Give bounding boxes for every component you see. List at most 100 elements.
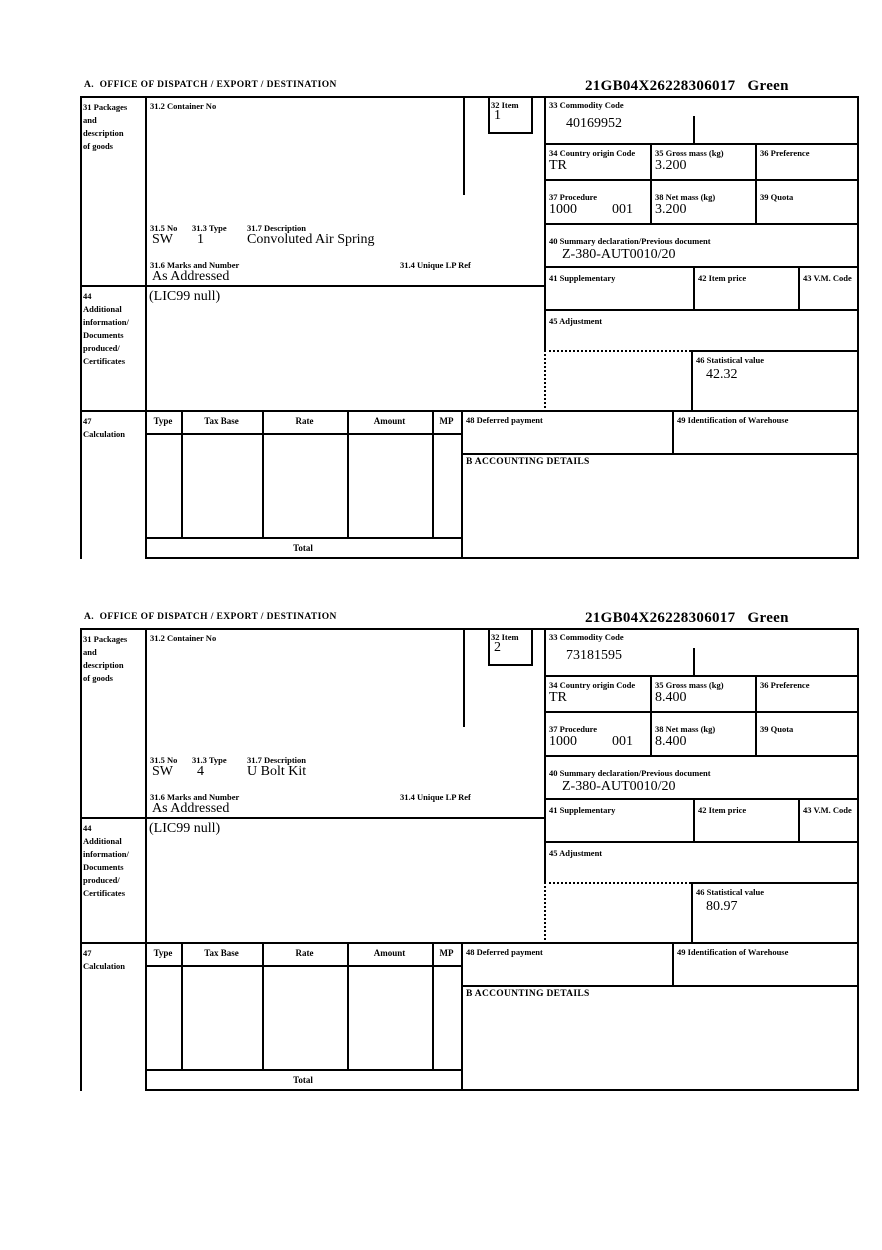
box36-preference-label: 36 Preference [760, 148, 810, 158]
box31-7-description-label: 31.7 Description [247, 223, 307, 233]
divider-line [80, 410, 859, 412]
divider-line [857, 96, 859, 559]
gross-mass-value: 8.400 [655, 690, 687, 705]
divider-line [432, 942, 434, 1070]
box37-procedure-label: 37 Procedure [549, 192, 598, 202]
calc-header-amount: Amount [373, 948, 406, 958]
package-type-value: 4 [197, 764, 204, 779]
divider-line [544, 841, 859, 843]
divider-line [544, 266, 859, 268]
divider-line [145, 537, 461, 539]
procedure-qualifier-value: 001 [612, 202, 633, 217]
divider-line [145, 433, 461, 435]
dotted-divider-line [544, 350, 691, 352]
divider-line [691, 350, 693, 412]
box46-statistical-value-label: 46 Statistical value [696, 887, 764, 897]
box41-supplementary-label: 41 Supplementary [549, 805, 616, 815]
divider-line [80, 96, 859, 98]
box32-item-label: 32 Item [491, 632, 519, 642]
country-origin-value: TR [549, 158, 567, 173]
total-label: Total [293, 543, 313, 553]
divider-line [461, 942, 463, 1090]
box45-adjustment-label: 45 Adjustment [549, 316, 603, 326]
divider-line [262, 410, 264, 538]
office-of-dispatch-title: A. OFFICE OF DISPATCH / EXPORT / DESTINA… [84, 80, 337, 90]
additional-information-value: (LIC99 null) [149, 821, 221, 836]
item-form-grid: 31 Packages and description of goods 44 … [80, 96, 859, 560]
summary-declaration-value: Z-380-AUT0010/20 [562, 779, 676, 794]
divider-line [80, 285, 544, 287]
commodity-code-value: 40169952 [566, 116, 622, 131]
box45-adjustment-label: 45 Adjustment [549, 848, 603, 858]
box31-3-type-label: 31.3 Type [192, 223, 227, 233]
office-of-dispatch-title: A. OFFICE OF DISPATCH / EXPORT / DESTINA… [84, 612, 337, 622]
box31-5-no-label: 31.5 No [150, 755, 178, 765]
divider-line [347, 410, 349, 538]
dotted-divider-line [544, 882, 691, 884]
divider-line [262, 942, 264, 1070]
divider-line [650, 675, 652, 756]
divider-line [145, 1089, 859, 1091]
divider-line [544, 143, 859, 145]
declaration-reference: 21GB04X26228306017 Green [585, 78, 789, 94]
box39-quota-label: 39 Quota [760, 192, 794, 202]
divider-line [80, 817, 544, 819]
divider-line [857, 628, 859, 1091]
box34-country-origin-label: 34 Country origin Code [549, 680, 636, 690]
calc-header-rate: Rate [295, 948, 314, 958]
divider-line [181, 410, 183, 538]
procedure-qualifier-value: 001 [612, 734, 633, 749]
divider-line [531, 96, 533, 134]
divider-line [693, 798, 695, 842]
box43-vm-code-label: 43 V.M. Code [803, 273, 852, 283]
procedure-value: 1000 [549, 202, 577, 217]
calc-header-tax-base: Tax Base [204, 416, 239, 426]
statistical-value: 42.32 [706, 367, 738, 382]
divider-line [145, 557, 859, 559]
item-number-value: 1 [494, 108, 501, 123]
box31-2-container-no-label: 31.2 Container No [150, 101, 217, 111]
box31-packages-label: 31 Packages and description of goods [83, 634, 128, 683]
calc-header-type: Type [153, 948, 173, 958]
box44-additional-info-label: 44 Additional information/ Documents pro… [83, 291, 129, 366]
divider-line [544, 798, 859, 800]
calc-header-type: Type [153, 416, 173, 426]
divider-line [145, 628, 147, 1091]
box42-item-price-label: 42 Item price [698, 805, 747, 815]
divider-line [432, 410, 434, 538]
box47-calculation-label: 47 Calculation [83, 416, 126, 439]
divider-line [544, 179, 859, 181]
box35-gross-mass-label: 35 Gross mass (kg) [655, 680, 724, 690]
box35-gross-mass-label: 35 Gross mass (kg) [655, 148, 724, 158]
box48-deferred-payment-label: 48 Deferred payment [466, 947, 543, 957]
box31-7-description-label: 31.7 Description [247, 755, 307, 765]
divider-line [798, 798, 800, 842]
divider-line [544, 755, 859, 757]
divider-line [544, 96, 546, 352]
box39-quota-label: 39 Quota [760, 724, 794, 734]
accounting-details-label: B ACCOUNTING DETAILS [466, 989, 590, 999]
goods-description-value: U Bolt Kit [247, 764, 307, 779]
box33-commodity-code-label: 33 Commodity Code [549, 632, 624, 642]
box40-summary-declaration-label: 40 Summary declaration/Previous document [549, 768, 711, 778]
country-origin-value: TR [549, 690, 567, 705]
divider-line [80, 628, 859, 630]
divider-line [693, 266, 695, 310]
divider-line [544, 309, 859, 311]
divider-line [544, 628, 546, 884]
additional-information-value: (LIC99 null) [149, 289, 221, 304]
declaration-item-sheet: A. OFFICE OF DISPATCH / EXPORT / DESTINA… [0, 78, 882, 560]
divider-line [691, 882, 693, 944]
box47-calculation-label: 47 Calculation [83, 948, 126, 971]
divider-line [693, 648, 695, 676]
goods-description-value: Convoluted Air Spring [247, 232, 375, 247]
divider-line [488, 96, 490, 134]
marks-and-number-value: As Addressed [152, 269, 230, 284]
box31-packages-label: 31 Packages and description of goods [83, 102, 128, 151]
net-mass-value: 3.200 [655, 202, 687, 217]
package-type-value: 1 [197, 232, 204, 247]
divider-line [80, 96, 82, 559]
package-no-value: SW [152, 764, 173, 779]
divider-line [80, 942, 859, 944]
